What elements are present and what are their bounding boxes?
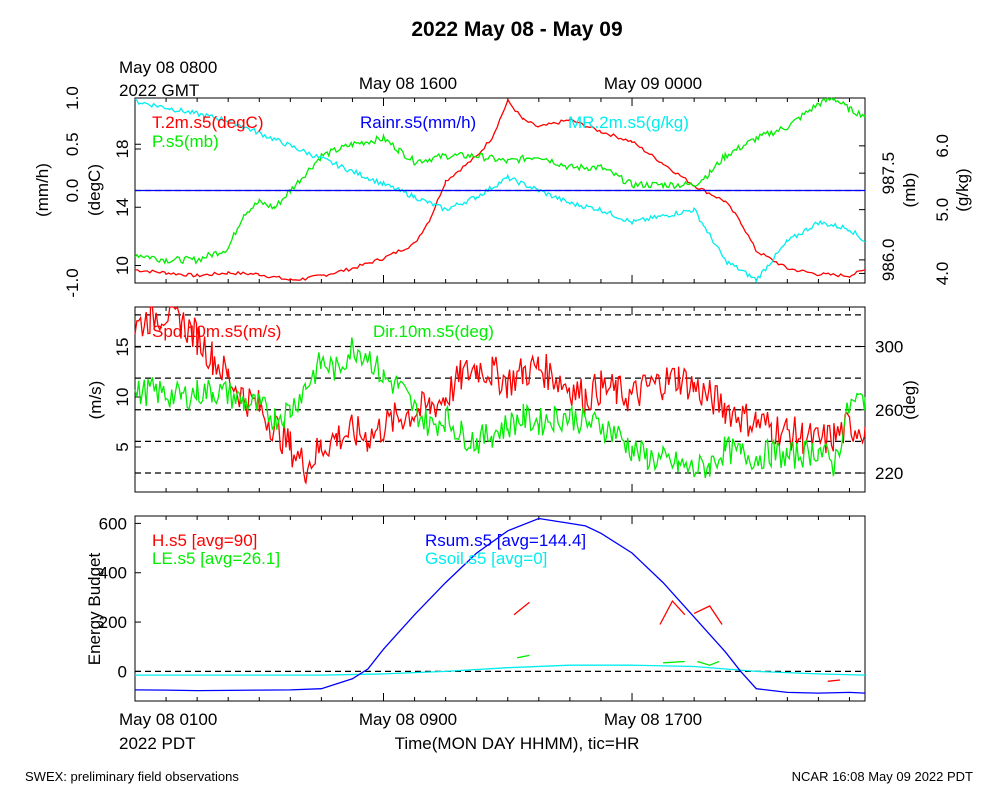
panel-wind-ticks: 5 10 15 220 260 300	[113, 307, 903, 492]
series-h-segment	[693, 605, 723, 625]
legend-le: LE.s5 [avg=26.1]	[152, 549, 280, 568]
y-tick-label: 14	[113, 198, 132, 217]
pres-axis-label: (mb)	[900, 173, 919, 208]
series-dir	[134, 337, 866, 479]
y-tick-label: 0.5	[63, 132, 82, 156]
y-tick-label: -1.0	[63, 268, 82, 297]
legend-pres: P.s5(mb)	[152, 132, 219, 151]
legend-rain: Rainr.s5(mm/h)	[360, 113, 476, 132]
bottom-start-sub: 2022 PDT	[119, 734, 196, 753]
series-rsum	[134, 517, 866, 694]
panel-met: -1.0 0.0 0.5 1.0 10 14 18 986.0 987.5 4.0 5.0 6.0 (…	[33, 86, 972, 297]
bottom-time-label-2: May 08 0900	[359, 710, 457, 729]
legend-temp: T.2m.s5(degC)	[152, 113, 263, 132]
y-tick-label: 220	[875, 464, 903, 483]
y-tick-label: 5.0	[933, 198, 952, 222]
y-tick-label: 986.0	[879, 239, 898, 282]
top-start-label-1: May 08 0800	[119, 58, 217, 77]
top-time-label-1: May 08 1600	[359, 74, 457, 93]
panel-wind-lines	[134, 305, 866, 485]
series-gsoil	[135, 664, 866, 676]
y-tick-label: 4.0	[933, 262, 952, 286]
series-temp	[135, 97, 866, 281]
y-tick-label: 15	[113, 338, 132, 357]
energy-axis-label: Energy Budget	[85, 552, 104, 665]
rain-axis-label: (mm/h)	[33, 163, 52, 217]
y-tick-label: 260	[875, 401, 903, 420]
footer-left: SWEX: preliminary field observations	[25, 769, 239, 784]
series-h-segment	[513, 601, 530, 616]
y-tick-label: 6.0	[933, 134, 952, 158]
y-tick-label: 200	[99, 613, 127, 632]
bottom-time-label-3: May 08 1700	[604, 710, 702, 729]
y-tick-label: 1.0	[63, 86, 82, 110]
top-start-label-2: 2022 GMT	[119, 81, 199, 100]
series-pres	[134, 96, 866, 265]
legend-rsum: Rsum.s5 [avg=144.4]	[425, 531, 586, 550]
panel-wind: 5 10 15 220 260 300 (m/s) (deg) Spd.10m.s5(m/…	[86, 305, 919, 493]
series-mr	[134, 98, 866, 284]
legend-speed: Spd.10m.s5(m/s)	[152, 322, 281, 341]
top-time-label-2: May 09 0000	[604, 74, 702, 93]
legend-gsoil: Gsoil.s5 [avg=0]	[425, 549, 547, 568]
panel-energy: 0 200 400 600 Energy Budget H.s5 [avg=90] L…	[85, 514, 866, 702]
x-axis-label: Time(MON DAY HHMM), tic=HR	[395, 734, 640, 753]
y-tick-label: 10	[113, 256, 132, 275]
series-le-segment	[697, 660, 720, 666]
y-tick-label: 400	[99, 564, 127, 583]
panel-energy-frame	[134, 515, 866, 702]
temp-axis-label: (degC)	[85, 164, 104, 216]
y-tick-label: 0.0	[63, 179, 82, 203]
legend-h: H.s5 [avg=90]	[152, 531, 257, 550]
y-tick-label: 18	[113, 140, 132, 159]
panel-met-lines	[134, 96, 866, 284]
series-le-segment	[516, 654, 530, 659]
mr-axis-label: (g/kg)	[953, 168, 972, 211]
series-le-segment	[663, 660, 685, 664]
legend-dir: Dir.10m.s5(deg)	[373, 322, 494, 341]
y-tick-label: 987.5	[879, 152, 898, 195]
legend-mr: MR.2m.s5(g/kg)	[568, 113, 689, 132]
panel-energy-lines	[134, 517, 866, 694]
dir-axis-label: (deg)	[900, 380, 919, 420]
panel-met-ticks: -1.0 0.0 0.5 1.0 10 14 18 986.0 987.5 4.0 5.0 6.0	[63, 86, 952, 297]
y-tick-label: 0	[118, 662, 127, 681]
y-tick-label: 300	[875, 338, 903, 357]
y-tick-label: 10	[113, 388, 132, 407]
footer-right: NCAR 16:08 May 09 2022 PDT	[792, 769, 973, 784]
series-h-segment	[827, 679, 841, 682]
series-h-segment	[659, 599, 686, 625]
panel-energy-ticks: 0 200 400 600	[99, 514, 850, 701]
y-tick-label: 5	[113, 442, 132, 451]
speed-axis-label: (m/s)	[86, 381, 105, 420]
y-tick-label: 600	[99, 514, 127, 533]
bottom-time-label-1: May 08 0100	[119, 710, 217, 729]
chart-title: 2022 May 08 - May 09	[411, 18, 622, 41]
